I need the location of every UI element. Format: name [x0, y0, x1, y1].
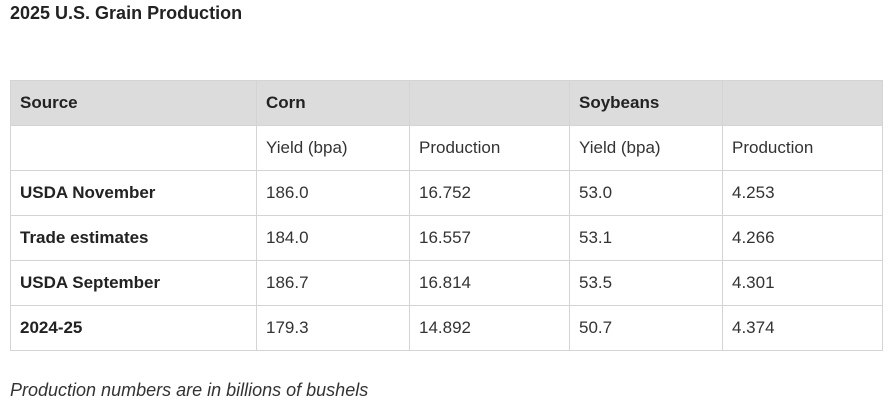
- data-cell: 16.752: [409, 170, 570, 216]
- data-row: USDA November 186.0 16.752 53.0 4.253: [10, 170, 883, 216]
- data-cell: 14.892: [409, 305, 570, 351]
- header-row: Source Corn Soybeans: [10, 80, 883, 126]
- subheader-row: Yield (bpa) Production Yield (bpa) Producti…: [10, 125, 883, 171]
- data-cell: 53.1: [569, 215, 723, 261]
- row-label: USDA September: [10, 260, 257, 306]
- data-cell: 4.301: [722, 260, 883, 306]
- data-cell: 179.3: [256, 305, 410, 351]
- row-label: 2024-25: [10, 305, 257, 351]
- data-cell: 186.0: [256, 170, 410, 216]
- row-label: USDA November: [10, 170, 257, 216]
- data-cell: 16.557: [409, 215, 570, 261]
- title: 2025 U.S. Grain Production: [10, 3, 243, 23]
- data-cell: 53.0: [569, 170, 723, 216]
- data-cell: 53.5: [569, 260, 723, 306]
- data-cell: 16.814: [409, 260, 570, 306]
- production-table: Source Corn Soybeans Yield (bpa) Producti…: [10, 80, 883, 351]
- subheader-cell: Yield (bpa): [256, 125, 410, 171]
- data-cell: 4.253: [722, 170, 883, 216]
- data-row: USDA September 186.7 16.814 53.5 4.301: [10, 260, 883, 306]
- header-cell: [722, 80, 883, 126]
- subheader-cell: [10, 125, 257, 171]
- header-cell: [409, 80, 570, 126]
- table-body: Source Corn Soybeans Yield (bpa) Producti…: [10, 80, 883, 351]
- subheader-cell: Production: [409, 125, 570, 171]
- row-label: Trade estimates: [10, 215, 257, 261]
- footnote: Production numbers are in billions of bu…: [10, 380, 369, 400]
- data-cell: 50.7: [569, 305, 723, 351]
- header-cell: Soybeans: [569, 80, 723, 126]
- data-cell: 186.7: [256, 260, 410, 306]
- subheader-cell: Production: [722, 125, 883, 171]
- subheader-cell: Yield (bpa): [569, 125, 723, 171]
- data-row: 2024-25 179.3 14.892 50.7 4.374: [10, 305, 883, 351]
- data-cell: 4.374: [722, 305, 883, 351]
- data-cell: 184.0: [256, 215, 410, 261]
- data-cell: 4.266: [722, 215, 883, 261]
- header-cell: Source: [10, 80, 257, 126]
- header-cell: Corn: [256, 80, 410, 126]
- data-row: Trade estimates 184.0 16.557 53.1 4.266: [10, 215, 883, 261]
